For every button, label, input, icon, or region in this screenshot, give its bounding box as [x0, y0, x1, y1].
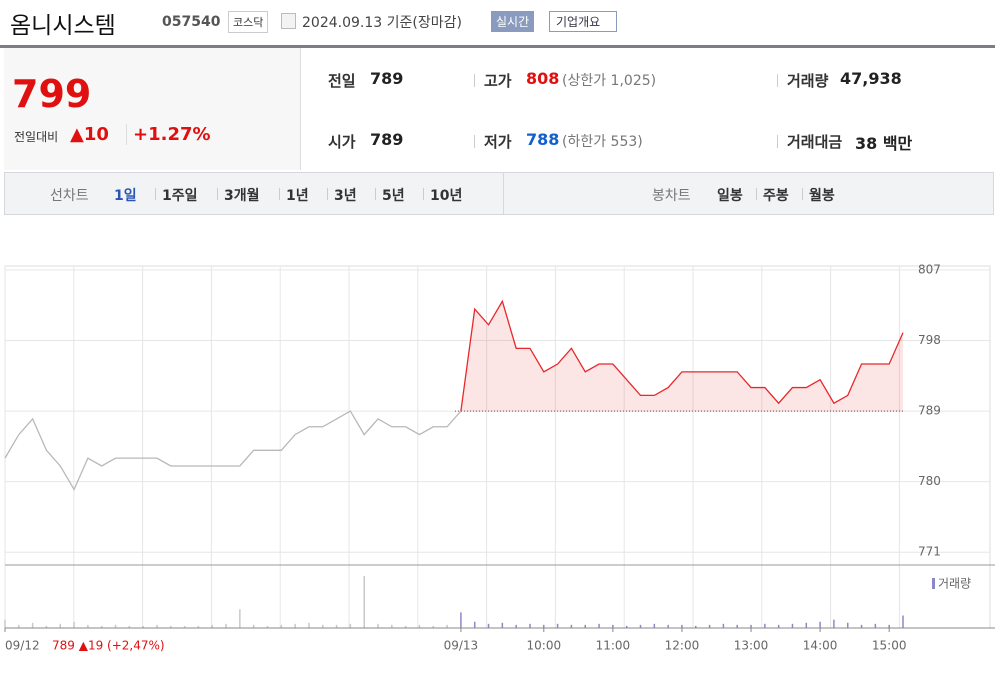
quote-label: 시가: [328, 133, 356, 151]
price: 799: [12, 72, 92, 116]
quote-value: 38 백만: [855, 134, 913, 153]
y-tick-label: 780: [918, 474, 941, 488]
market-badge: 코스닥: [228, 11, 269, 33]
quote-value: 808: [526, 69, 560, 88]
tab[interactable]: 1일: [114, 188, 137, 204]
quote-value: 789: [370, 69, 404, 88]
quote-label: 저가: [484, 133, 512, 151]
separator: [375, 188, 376, 200]
stock-name: 옴니시스템: [10, 13, 116, 39]
line: [4, 410, 462, 491]
tab-label: 선차트: [50, 188, 89, 204]
tab[interactable]: 5년: [382, 188, 405, 204]
quote-label: 거래량: [787, 72, 829, 90]
x-tick-label: 09/13: [444, 639, 479, 653]
x-tick-label: 10:00: [527, 639, 562, 653]
tab-divider: [503, 172, 504, 215]
quote-label: 거래대금: [787, 133, 843, 151]
legend-swatch: [932, 578, 935, 589]
tab[interactable]: 일봉: [717, 188, 743, 204]
tab[interactable]: 10년: [430, 188, 463, 204]
x-tick-label: 11:00: [596, 639, 631, 653]
y-tick-label: 798: [918, 333, 941, 347]
realtime-button[interactable]: 실시간: [491, 11, 535, 32]
separator: [279, 188, 280, 200]
tab[interactable]: 1주일: [162, 188, 198, 204]
separator: [474, 74, 475, 87]
separator: [155, 188, 156, 200]
separator: [777, 74, 778, 87]
quote-value: 47,938: [840, 69, 902, 88]
tab[interactable]: 3개월: [224, 188, 260, 204]
legend-label: 거래량: [938, 577, 971, 591]
change-rate: +1.27%: [126, 124, 211, 145]
y-tick-label: 771: [918, 545, 941, 559]
tab[interactable]: 1년: [286, 188, 309, 204]
tab[interactable]: 주봉: [763, 188, 789, 204]
area: [460, 301, 903, 412]
x-tick-label: 13:00: [734, 639, 769, 653]
x-tick-label: 12:00: [665, 639, 700, 653]
tab-bar: [4, 172, 994, 215]
price-panel: [4, 48, 301, 170]
separator: [756, 188, 757, 200]
quote-note: (상한가 1,025): [562, 73, 657, 89]
quote-value: 788: [526, 130, 560, 149]
date: 2024.09.13 기준(장마감): [302, 15, 462, 31]
company-button[interactable]: 기업개요: [549, 11, 618, 32]
divider: [0, 45, 995, 48]
y-tick-label: 789: [918, 404, 941, 418]
quote-value: 789: [370, 130, 404, 149]
quote-label: 전일: [328, 72, 356, 90]
quote-note: (하한가 553): [562, 134, 643, 150]
separator: [802, 188, 803, 200]
separator: [474, 135, 475, 148]
calendar-icon: [281, 13, 296, 29]
y-tick-label: 807: [918, 262, 941, 276]
change: ▲10: [70, 124, 109, 145]
tab[interactable]: 3년: [334, 188, 357, 204]
x-tick-label: 14:00: [803, 639, 838, 653]
change-label: 전일대비: [14, 130, 59, 144]
line: [460, 299, 904, 412]
quote-label: 고가: [484, 72, 512, 90]
separator: [777, 135, 778, 148]
prev-summary: 789 ▲19 (+2,47%): [52, 639, 165, 653]
separator: [217, 188, 218, 200]
x-tick-label: 09/12: [5, 639, 40, 653]
x-tick-label: 15:00: [872, 639, 907, 653]
separator: [327, 188, 328, 200]
tab[interactable]: 월봉: [809, 188, 835, 204]
stock-code: 057540: [162, 14, 221, 30]
separator: [423, 188, 424, 200]
tab-label: 봉차트: [652, 188, 691, 204]
